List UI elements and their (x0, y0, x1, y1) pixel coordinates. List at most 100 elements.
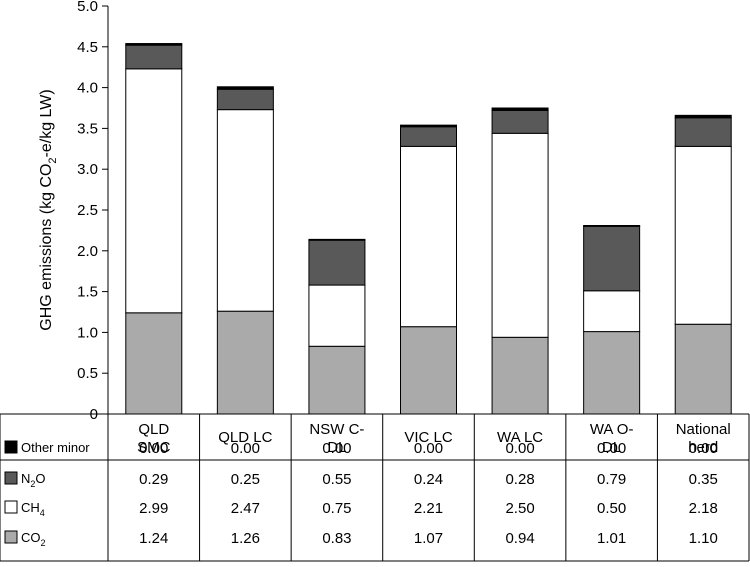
legend-swatch-co2 (4, 530, 18, 544)
data-label-other-minor: 0.00 (689, 440, 718, 457)
data-label-co2: 1.26 (231, 530, 260, 547)
data-label-ch4: 0.50 (597, 500, 626, 517)
bar-segment-co2 (125, 312, 183, 415)
category-label: NSW C- (309, 421, 364, 438)
y-tick-label: 0.5 (77, 365, 98, 382)
data-label-other-minor: 0.00 (322, 440, 351, 457)
data-label-ch4: 2.50 (505, 500, 534, 517)
category-label: SMC (137, 439, 171, 456)
bar-segment-co2 (583, 331, 641, 415)
y-axis-label-part: -e/kg LW) (38, 89, 55, 157)
data-label-n2o: 0.35 (689, 471, 718, 488)
data-label-n2o: 0.55 (322, 471, 351, 488)
data-label-n2o: 0.79 (597, 471, 626, 488)
data-label-co2: 1.07 (414, 530, 443, 547)
bar-segment-co2 (674, 323, 732, 415)
bar-segment-ch4 (583, 290, 641, 333)
category-label: National (676, 421, 731, 438)
data-label-ch4: 2.21 (414, 500, 443, 517)
bar-segment-co2 (216, 310, 274, 415)
y-tick-label: 1.0 (77, 324, 98, 341)
legend-swatch-other-minor (4, 440, 18, 454)
y-tick-label: 3.5 (77, 120, 98, 137)
legend-label-subscript: 4 (40, 508, 45, 518)
bar-segment-n2o (400, 126, 457, 147)
data-label-co2: 0.83 (322, 530, 351, 547)
data-label-n2o: 0.24 (414, 471, 443, 488)
bar-segment-other-minor (400, 124, 457, 128)
legend-label-text: N (21, 471, 30, 486)
legend-label-co2: CO2 (21, 530, 46, 548)
category-label: QLD LC (218, 429, 272, 446)
data-label-ch4: 0.75 (322, 500, 351, 517)
data-label-n2o: 0.28 (505, 471, 534, 488)
bar-segment-ch4 (674, 145, 732, 325)
category-label: WA LC (497, 429, 543, 446)
y-tick-label: 2.5 (77, 202, 98, 219)
bar-segment-other-minor (674, 114, 732, 119)
data-label-co2: 1.24 (139, 530, 168, 547)
y-axis-label-subscript: 2 (47, 157, 59, 163)
y-tick-label: 5.0 (77, 0, 98, 15)
bar-segment-other-minor (216, 86, 274, 90)
legend-label-subscript: 2 (41, 538, 46, 548)
y-tick-label: 4.5 (77, 39, 98, 56)
legend-swatch-ch4 (4, 500, 18, 514)
data-label-ch4: 2.47 (231, 500, 260, 517)
bar-segment-other-minor (308, 238, 366, 241)
data-label-other-minor: 0.00 (139, 440, 168, 457)
data-label-other-minor: 0.00 (414, 440, 443, 457)
data-label-ch4: 2.18 (689, 500, 718, 517)
legend-label-text: CH (21, 500, 40, 515)
y-axis-label: GHG emissions (kg CO2-e/kg LW) (38, 89, 59, 330)
category-label: DL (327, 439, 346, 456)
bar-segment-co2 (308, 345, 366, 415)
data-label-co2: 1.01 (597, 530, 626, 547)
category-label: QLD (138, 421, 169, 438)
data-label-ch4: 2.99 (139, 500, 168, 517)
bar-segment-ch4 (216, 109, 274, 312)
data-label-other-minor: 0.00 (597, 440, 626, 457)
y-tick-label: 2.0 (77, 243, 98, 260)
data-label-n2o: 0.29 (139, 471, 168, 488)
bar-segment-ch4 (491, 132, 549, 338)
y-tick-label: 4.0 (77, 80, 98, 97)
bar-segment-n2o (491, 109, 549, 134)
legend-label-text: Other minor (21, 440, 90, 455)
bar-segment-ch4 (400, 145, 457, 328)
data-label-other-minor: 0.00 (505, 440, 534, 457)
legend-label-text: O (35, 471, 45, 486)
legend-label-n2o: N2O (21, 471, 46, 489)
data-label-other-minor: 0.00 (231, 440, 260, 457)
data-label-co2: 1.10 (689, 530, 718, 547)
bar-segment-co2 (400, 326, 457, 415)
category-label: VIC LC (404, 429, 453, 446)
bar-segment-n2o (308, 239, 366, 286)
bar-segment-ch4 (125, 68, 183, 314)
bar-segment-n2o (674, 117, 732, 147)
category-label: WA O- (590, 421, 634, 438)
y-tick-label: 1.5 (77, 284, 98, 301)
bar-segment-other-minor (583, 225, 641, 227)
bar-segment-other-minor (125, 43, 183, 46)
legend-label-ch4: CH4 (21, 500, 45, 518)
bar-segment-n2o (583, 225, 641, 292)
category-label: herd (688, 439, 718, 456)
legend-label-subscript: 2 (30, 479, 35, 489)
y-axis-label-part: GHG emissions (kg CO (38, 164, 55, 331)
bar-segment-co2 (491, 336, 549, 415)
legend-label-text: CO (21, 530, 41, 545)
bar-segment-other-minor (491, 107, 549, 111)
category-label: DL (602, 439, 621, 456)
bar-group (125, 43, 732, 415)
y-tick-label: 3.0 (77, 161, 98, 178)
bar-segment-ch4 (308, 284, 366, 347)
bar-segment-n2o (125, 44, 183, 70)
legend-swatch-n2o (4, 471, 18, 485)
data-label-co2: 0.94 (505, 530, 534, 547)
data-label-n2o: 0.25 (231, 471, 260, 488)
